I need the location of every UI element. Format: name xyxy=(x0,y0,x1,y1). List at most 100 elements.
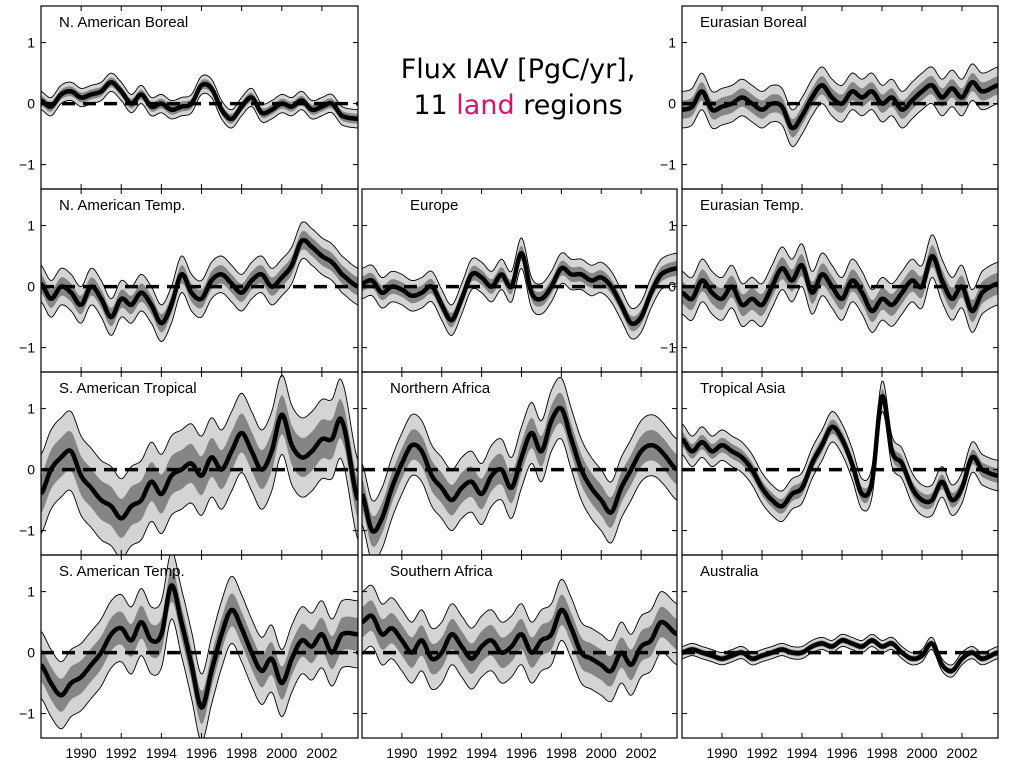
y-tick-label: 1 xyxy=(668,218,676,234)
panel-eat: −1 0 1 Eurasian Temp. xyxy=(660,188,999,373)
y-tick-label: 0 xyxy=(27,645,35,661)
y-tick-label: −1 xyxy=(19,340,35,356)
band-edge-upper xyxy=(362,578,677,642)
x-tick-label: 1990 xyxy=(386,745,417,761)
mean-flux-line xyxy=(362,405,677,534)
band-edge-lower xyxy=(682,645,998,678)
y-tick-label: 0 xyxy=(668,96,676,112)
x-tick-label: 1996 xyxy=(506,745,537,761)
x-tick-label: 1996 xyxy=(186,745,217,761)
panel-title: Australia xyxy=(700,563,759,580)
x-tick-label: 1998 xyxy=(866,745,897,761)
x-tick-label: 2000 xyxy=(266,745,297,761)
panel-samt: −1 0 1 1990 1992 1994 1996 1998 2000 2002 S. Ameri… xyxy=(19,554,359,761)
y-tick-label: 0 xyxy=(27,279,35,295)
band-edge-upper xyxy=(362,377,677,502)
band-edge-upper xyxy=(41,374,358,480)
panel-title: Southern Africa xyxy=(390,563,493,580)
uncertainty-band-outer xyxy=(362,237,677,340)
panel-plot-area xyxy=(682,234,998,333)
y-tick-label: −1 xyxy=(19,706,35,722)
y-tick-label: 1 xyxy=(668,35,676,51)
panel-plot-area xyxy=(682,380,998,523)
y-tick-label: −1 xyxy=(19,157,35,173)
uncertainty-band-inner xyxy=(362,245,677,332)
mean-flux-line xyxy=(682,394,998,509)
panel-title: N. American Temp. xyxy=(59,197,185,214)
band-edge-upper xyxy=(682,234,998,291)
band-edge-lower xyxy=(682,277,998,333)
figure-title-prefix: 11 xyxy=(413,90,448,121)
y-tick-label: 0 xyxy=(668,279,676,295)
band-edge-lower xyxy=(41,257,358,342)
x-tick-label: 2002 xyxy=(946,745,977,761)
band-edge-lower xyxy=(362,267,677,340)
y-tick-label: −1 xyxy=(660,157,676,173)
mean-flux-line xyxy=(41,412,358,521)
y-tick-label: 0 xyxy=(27,96,35,112)
panel-sat: −1 0 1 S. American Tropical xyxy=(19,371,359,556)
mean-flux-line xyxy=(362,607,677,674)
panel-title: Eurasian Temp. xyxy=(700,197,804,214)
uncertainty-band-outer xyxy=(41,221,358,342)
band-edge-lower xyxy=(362,438,677,555)
y-tick-label: −1 xyxy=(660,340,676,356)
uncertainty-band-inner xyxy=(41,230,358,333)
y-tick-label: 1 xyxy=(27,218,35,234)
panel-aus: 1990 1992 1994 1996 1998 2000 2002 Australia xyxy=(681,554,999,761)
x-tick-label: 1998 xyxy=(546,745,577,761)
panel-plot-area xyxy=(362,377,677,555)
band-edge-lower xyxy=(41,453,358,555)
panel-plot-area xyxy=(41,221,358,342)
x-tick-label: 2002 xyxy=(306,745,337,761)
y-tick-label: 1 xyxy=(27,584,35,600)
band-edge-lower xyxy=(682,411,998,523)
y-tick-label: 1 xyxy=(27,401,35,417)
panel-nat: −1 0 1 N. American Temp. xyxy=(19,188,359,373)
x-tick-label: 1992 xyxy=(746,745,777,761)
band-edge-upper xyxy=(41,555,358,675)
panel-frame xyxy=(40,554,359,739)
panel-eur: Europe xyxy=(361,188,678,373)
y-tick-label: 0 xyxy=(27,462,35,478)
panel-plot-area xyxy=(682,63,998,147)
panel-plot-area xyxy=(362,578,677,703)
band-edge-upper xyxy=(41,72,358,111)
mean-flux-line xyxy=(362,250,677,327)
uncertainty-band-inner xyxy=(41,569,358,724)
figure-title: Flux IAV [PgC/yr], 11 land regions xyxy=(362,52,674,124)
panel-title: S. American Temp. xyxy=(59,563,185,580)
panel-plot-area xyxy=(682,633,998,678)
uncertainty-band-outer xyxy=(41,73,358,128)
figure-title-suffix: regions xyxy=(523,90,623,121)
mean-flux-line xyxy=(682,79,998,131)
mean-flux-line xyxy=(682,638,998,674)
x-tick-label: 1990 xyxy=(706,745,737,761)
panel-title: S. American Tropical xyxy=(59,380,197,397)
band-edge-upper xyxy=(41,221,358,306)
mean-flux-line xyxy=(41,80,358,122)
x-tick-label: 1998 xyxy=(226,745,257,761)
uncertainty-band-inner xyxy=(682,245,998,322)
x-tick-label: 1990 xyxy=(66,745,97,761)
y-tick-label: −1 xyxy=(19,523,35,539)
x-tick-label: 1994 xyxy=(466,745,497,761)
panel-title: Northern Africa xyxy=(390,380,491,397)
band-edge-lower xyxy=(682,100,998,147)
panel-frame xyxy=(361,554,678,739)
x-tick-label: 2000 xyxy=(586,745,617,761)
figure-title-highlight: land xyxy=(456,90,515,121)
panel-frame xyxy=(681,554,999,739)
panel-eab: −1 0 1 Eurasian Boreal xyxy=(660,5,999,190)
band-edge-lower xyxy=(362,639,677,703)
panel-title: N. American Boreal xyxy=(59,14,188,31)
mean-flux-line xyxy=(682,253,998,314)
y-tick-label: 1 xyxy=(27,35,35,51)
panel-plot-area xyxy=(362,237,677,340)
panel-tas: Tropical Asia xyxy=(681,371,999,556)
panel-title: Europe xyxy=(410,197,458,214)
figure-title-line2: 11 land regions xyxy=(362,88,674,124)
mean-flux-line xyxy=(41,583,358,710)
x-tick-label: 2000 xyxy=(906,745,937,761)
